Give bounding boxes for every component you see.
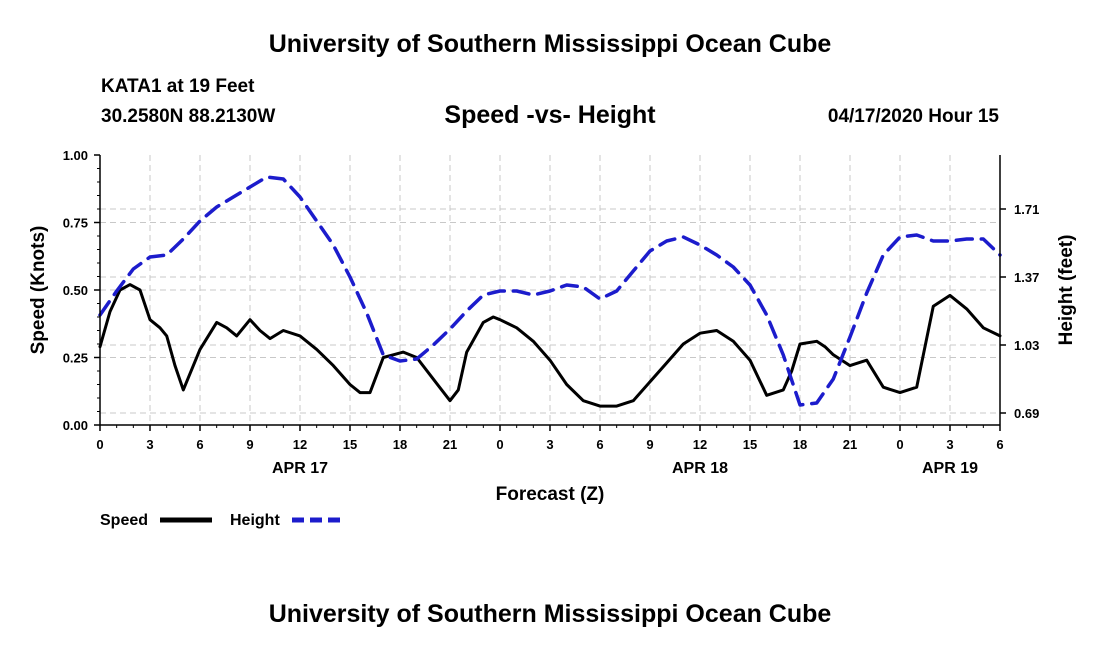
y2-axis-title: Height (feet) — [1056, 235, 1077, 346]
top-title: University of Southern Mississippi Ocean… — [268, 30, 832, 58]
x-tick-label: 12 — [693, 437, 707, 452]
x-tick-label: 21 — [443, 437, 457, 452]
y-tick-label: 0.00 — [63, 418, 88, 433]
y-axis-title: Speed (Knots) — [28, 226, 49, 355]
x-tick-label: 0 — [896, 437, 903, 452]
x-tick-label: 3 — [146, 437, 153, 452]
forecast-run-time: 04/17/2020 Hour 15 — [827, 106, 999, 127]
x-tick-label: 15 — [343, 437, 357, 452]
date-label: APR 17 — [272, 460, 328, 477]
x-tick-label: 3 — [946, 437, 953, 452]
y2-tick-label: 0.69 — [1014, 406, 1039, 421]
legend-height-label: Height — [230, 512, 280, 529]
date-label: APR 19 — [922, 460, 978, 477]
date-label: APR 18 — [672, 460, 728, 477]
series-lines — [98, 175, 1002, 408]
x-tick-label: 18 — [393, 437, 407, 452]
x-tick-label: 21 — [843, 437, 857, 452]
y2-tick-label: 1.37 — [1014, 270, 1039, 285]
legend: Speed Height — [100, 512, 342, 529]
bottom-title: University of Southern Mississippi Ocean… — [268, 600, 832, 628]
station-label: KATA1 at 19 Feet — [101, 76, 255, 97]
x-tick-label: 15 — [743, 437, 757, 452]
station-coordinates: 30.2580N 88.2130W — [101, 106, 276, 127]
x-tick-label: 3 — [546, 437, 553, 452]
x-axis-title: Forecast (Z) — [496, 484, 605, 505]
y-tick-label: 0.75 — [63, 216, 88, 231]
series-speed-line — [98, 283, 1002, 408]
chart-title: Speed -vs- Height — [444, 101, 656, 129]
y2-tick-label: 1.71 — [1014, 202, 1039, 217]
x-tick-label: 18 — [793, 437, 807, 452]
legend-speed-label: Speed — [100, 512, 148, 529]
x-tick-label: 0 — [496, 437, 503, 452]
x-tick-label: 6 — [996, 437, 1003, 452]
axes: 0 3 6 9 12 15 18 21 0 3 6 9 12 15 18 21 0 3 6 APR 17 APR 18 A… — [63, 148, 1040, 477]
y-tick-label: 0.50 — [63, 283, 88, 298]
x-tick-label: 9 — [646, 437, 653, 452]
y-tick-label: 1.00 — [63, 148, 88, 163]
y2-tick-label: 1.03 — [1014, 338, 1039, 353]
y-tick-label: 0.25 — [63, 351, 88, 366]
x-tick-label: 6 — [596, 437, 603, 452]
x-tick-label: 9 — [246, 437, 253, 452]
x-tick-label: 12 — [293, 437, 307, 452]
axis-labels: Forecast (Z) Speed (Knots) Height (feet) — [28, 226, 1077, 505]
x-tick-label: 0 — [96, 437, 103, 452]
series-height-line — [98, 175, 1002, 407]
x-tick-label: 6 — [196, 437, 203, 452]
grid-lines — [100, 155, 1000, 425]
